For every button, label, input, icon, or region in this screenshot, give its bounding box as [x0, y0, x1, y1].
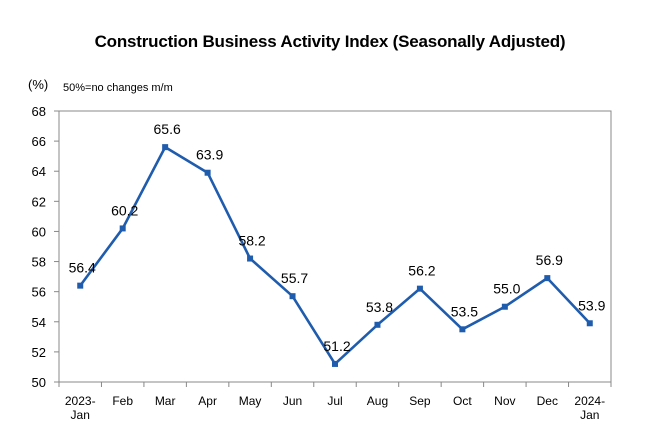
data-point	[162, 144, 169, 151]
x-tick-label: Aug	[367, 394, 388, 408]
data-point	[544, 275, 551, 282]
y-axis-unit-label: (%)	[28, 77, 49, 92]
data-point	[586, 320, 593, 327]
data-label: 56.4	[69, 260, 96, 276]
x-tick-label: Feb	[112, 394, 133, 408]
series-line	[79, 145, 591, 366]
data-point	[77, 282, 84, 289]
data-point	[247, 255, 254, 262]
x-tick-label: Jan	[580, 408, 599, 422]
data-label: 53.8	[366, 299, 393, 315]
data-point	[416, 285, 423, 292]
data-point	[501, 303, 508, 310]
data-label: 56.9	[536, 252, 563, 268]
y-tick-label: 68	[32, 104, 46, 119]
y-tick-label: 58	[32, 255, 46, 270]
x-tick-label: Apr	[198, 394, 217, 408]
data-label: 60.2	[111, 202, 138, 218]
data-label: 53.5	[451, 303, 478, 319]
x-tick-label: Sep	[409, 394, 431, 408]
data-point	[119, 225, 126, 232]
y-tick-label: 56	[32, 285, 46, 300]
y-tick-label: 66	[32, 134, 46, 149]
data-label: 51.2	[323, 338, 350, 354]
chart-title: Construction Business Activity Index (Se…	[94, 32, 566, 51]
x-tick-label: Nov	[494, 394, 515, 408]
x-tick-label: Dec	[537, 394, 558, 408]
y-tick-label: 54	[32, 315, 46, 330]
data-label: 58.2	[238, 233, 265, 249]
data-point	[374, 321, 381, 328]
data-point	[289, 293, 296, 300]
data-point	[204, 169, 211, 176]
y-tick-label: 50	[32, 375, 46, 390]
x-tick-label: Mar	[155, 394, 176, 408]
x-tick-label: Jan	[71, 408, 90, 422]
y-tick-label: 52	[32, 345, 46, 360]
x-tick-label: 2023-	[65, 394, 96, 408]
data-label: 65.6	[154, 121, 181, 137]
x-tick-label: 2024-	[574, 394, 605, 408]
data-label: 55.7	[281, 270, 308, 286]
x-tick-label: Jun	[283, 394, 302, 408]
data-point	[332, 360, 338, 367]
data-label: 56.2	[408, 263, 435, 279]
data-point	[459, 326, 466, 333]
x-tick-label: Oct	[453, 394, 472, 408]
chart-note: 50%=no changes m/m	[63, 82, 173, 94]
plot-area	[58, 110, 612, 383]
x-tick-label: May	[239, 394, 262, 408]
x-tick-label: Jul	[327, 394, 342, 408]
data-label: 53.9	[578, 297, 605, 313]
y-tick-label: 60	[32, 224, 46, 239]
data-label: 63.9	[196, 147, 223, 163]
y-tick-label: 64	[32, 164, 46, 179]
y-tick-label: 62	[32, 194, 46, 209]
data-label: 55.0	[493, 281, 520, 297]
